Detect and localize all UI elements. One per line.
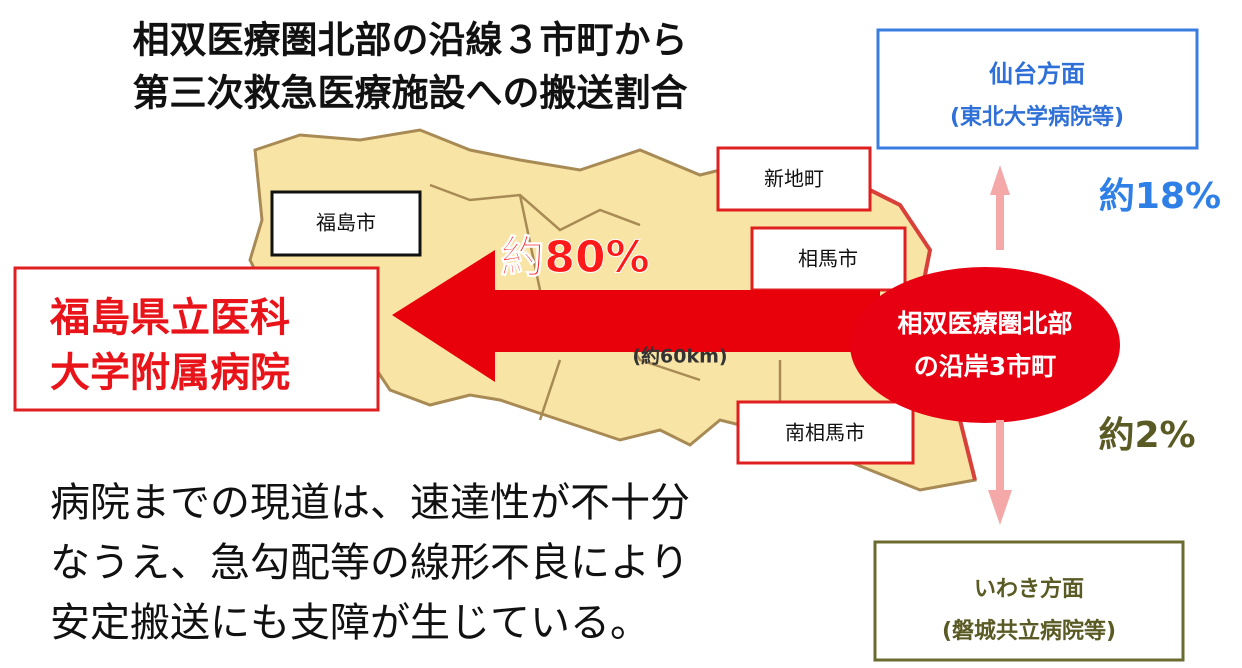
main-arrow bbox=[392, 250, 880, 382]
hospital-name: 大学附属病院 bbox=[50, 350, 290, 396]
title: 相双医療圏北部の沿線３市町から bbox=[133, 19, 688, 62]
place-label: 南相馬市 bbox=[785, 421, 865, 445]
place-box bbox=[270, 190, 422, 257]
note: 病院までの現道は、速達性が不十分 bbox=[50, 480, 690, 526]
sendai-hospital: (東北大学病院等) bbox=[950, 104, 1124, 130]
title: 第三次救急医療施設への搬送割合 bbox=[133, 72, 688, 115]
distance: (約60km) bbox=[632, 345, 727, 368]
note: 安定搬送にも支障が生じている。 bbox=[50, 600, 650, 646]
hospital-name: 福島県立医科 bbox=[49, 295, 290, 341]
place-box bbox=[716, 146, 872, 212]
place-label: 相馬市 bbox=[798, 247, 858, 271]
place-label: 新地町 bbox=[764, 167, 824, 191]
iwaki-name: いわき方面 bbox=[974, 576, 1084, 602]
up-arrow bbox=[990, 165, 1010, 250]
iwaki-share: 約2% bbox=[1098, 415, 1195, 456]
sendai-box bbox=[876, 28, 1199, 150]
place-box bbox=[750, 226, 907, 292]
sendai-name: 仙台方面 bbox=[989, 60, 1085, 88]
iwaki-hospital: (磐城共立病院等) bbox=[942, 618, 1116, 644]
down-arrow bbox=[988, 420, 1012, 525]
origin-label: 相双医療圏北部 bbox=[897, 309, 1072, 338]
iwaki-box bbox=[873, 540, 1185, 662]
hospital-box bbox=[13, 266, 380, 412]
note: なうえ、急勾配等の線形不良により bbox=[50, 540, 689, 586]
fukushima-share: 約80% bbox=[500, 232, 649, 283]
map-borders bbox=[429, 183, 901, 440]
origin-ellipse bbox=[850, 267, 1120, 423]
sendai-share: 約18% bbox=[1099, 176, 1221, 217]
origin-label: の沿岸3市町 bbox=[914, 352, 1056, 381]
place-label: 福島市 bbox=[316, 211, 376, 235]
place-box bbox=[736, 400, 915, 465]
